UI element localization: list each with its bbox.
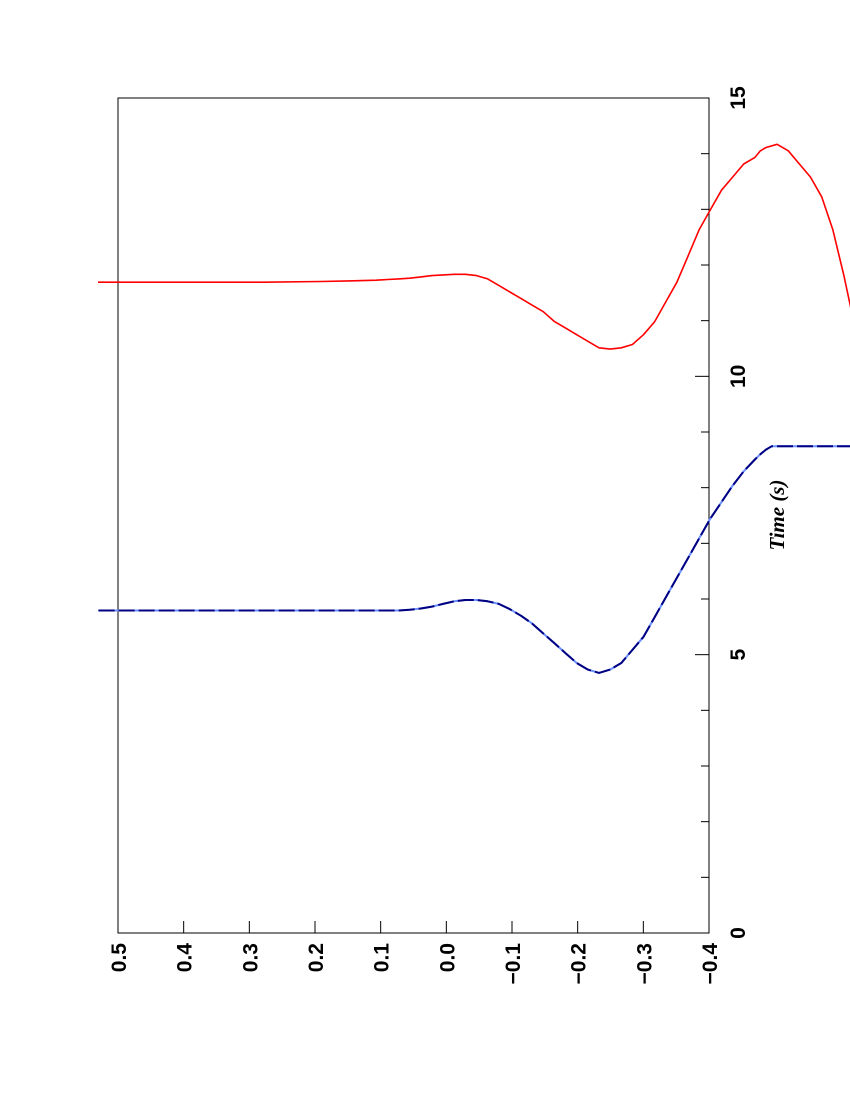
x-tick-label: 5 [727, 649, 750, 661]
x-ticks: 0 5 10 15 [695, 86, 750, 939]
y-tick-label: −0.1 [502, 943, 525, 985]
plot-area: 0 5 10 15 0.5 0.4 0.3 0.2 0.1 0.0 −0.1 −0.2 −0.3 −0.… [98, 86, 850, 984]
y-tick-label: −0.4 [699, 943, 722, 985]
y-tick-label: 0.3 [239, 943, 262, 972]
y-tick-label: 0.4 [174, 943, 197, 973]
x-tick-label: 10 [727, 365, 750, 388]
y-tick-label: −0.2 [568, 943, 591, 984]
y-ticks: 0.5 0.4 0.3 0.2 0.1 0.0 −0.1 −0.2 −0.3 −0.4 [108, 921, 722, 984]
y-tick-label: −0.3 [633, 943, 656, 984]
plot-frame [117, 97, 710, 934]
x-axis-title: Time (s) [765, 480, 789, 551]
x-tick-label: 0 [727, 927, 750, 939]
series-line-2 [98, 445, 850, 674]
y-tick-label: 0.0 [436, 943, 459, 972]
y-tick-label: 0.5 [108, 943, 131, 973]
series-line-1 [98, 143, 850, 350]
x-tick-label: 15 [727, 86, 750, 110]
series-layer [98, 143, 850, 674]
y-tick-label: 0.1 [371, 943, 394, 973]
y-tick-label: 0.2 [305, 943, 328, 972]
